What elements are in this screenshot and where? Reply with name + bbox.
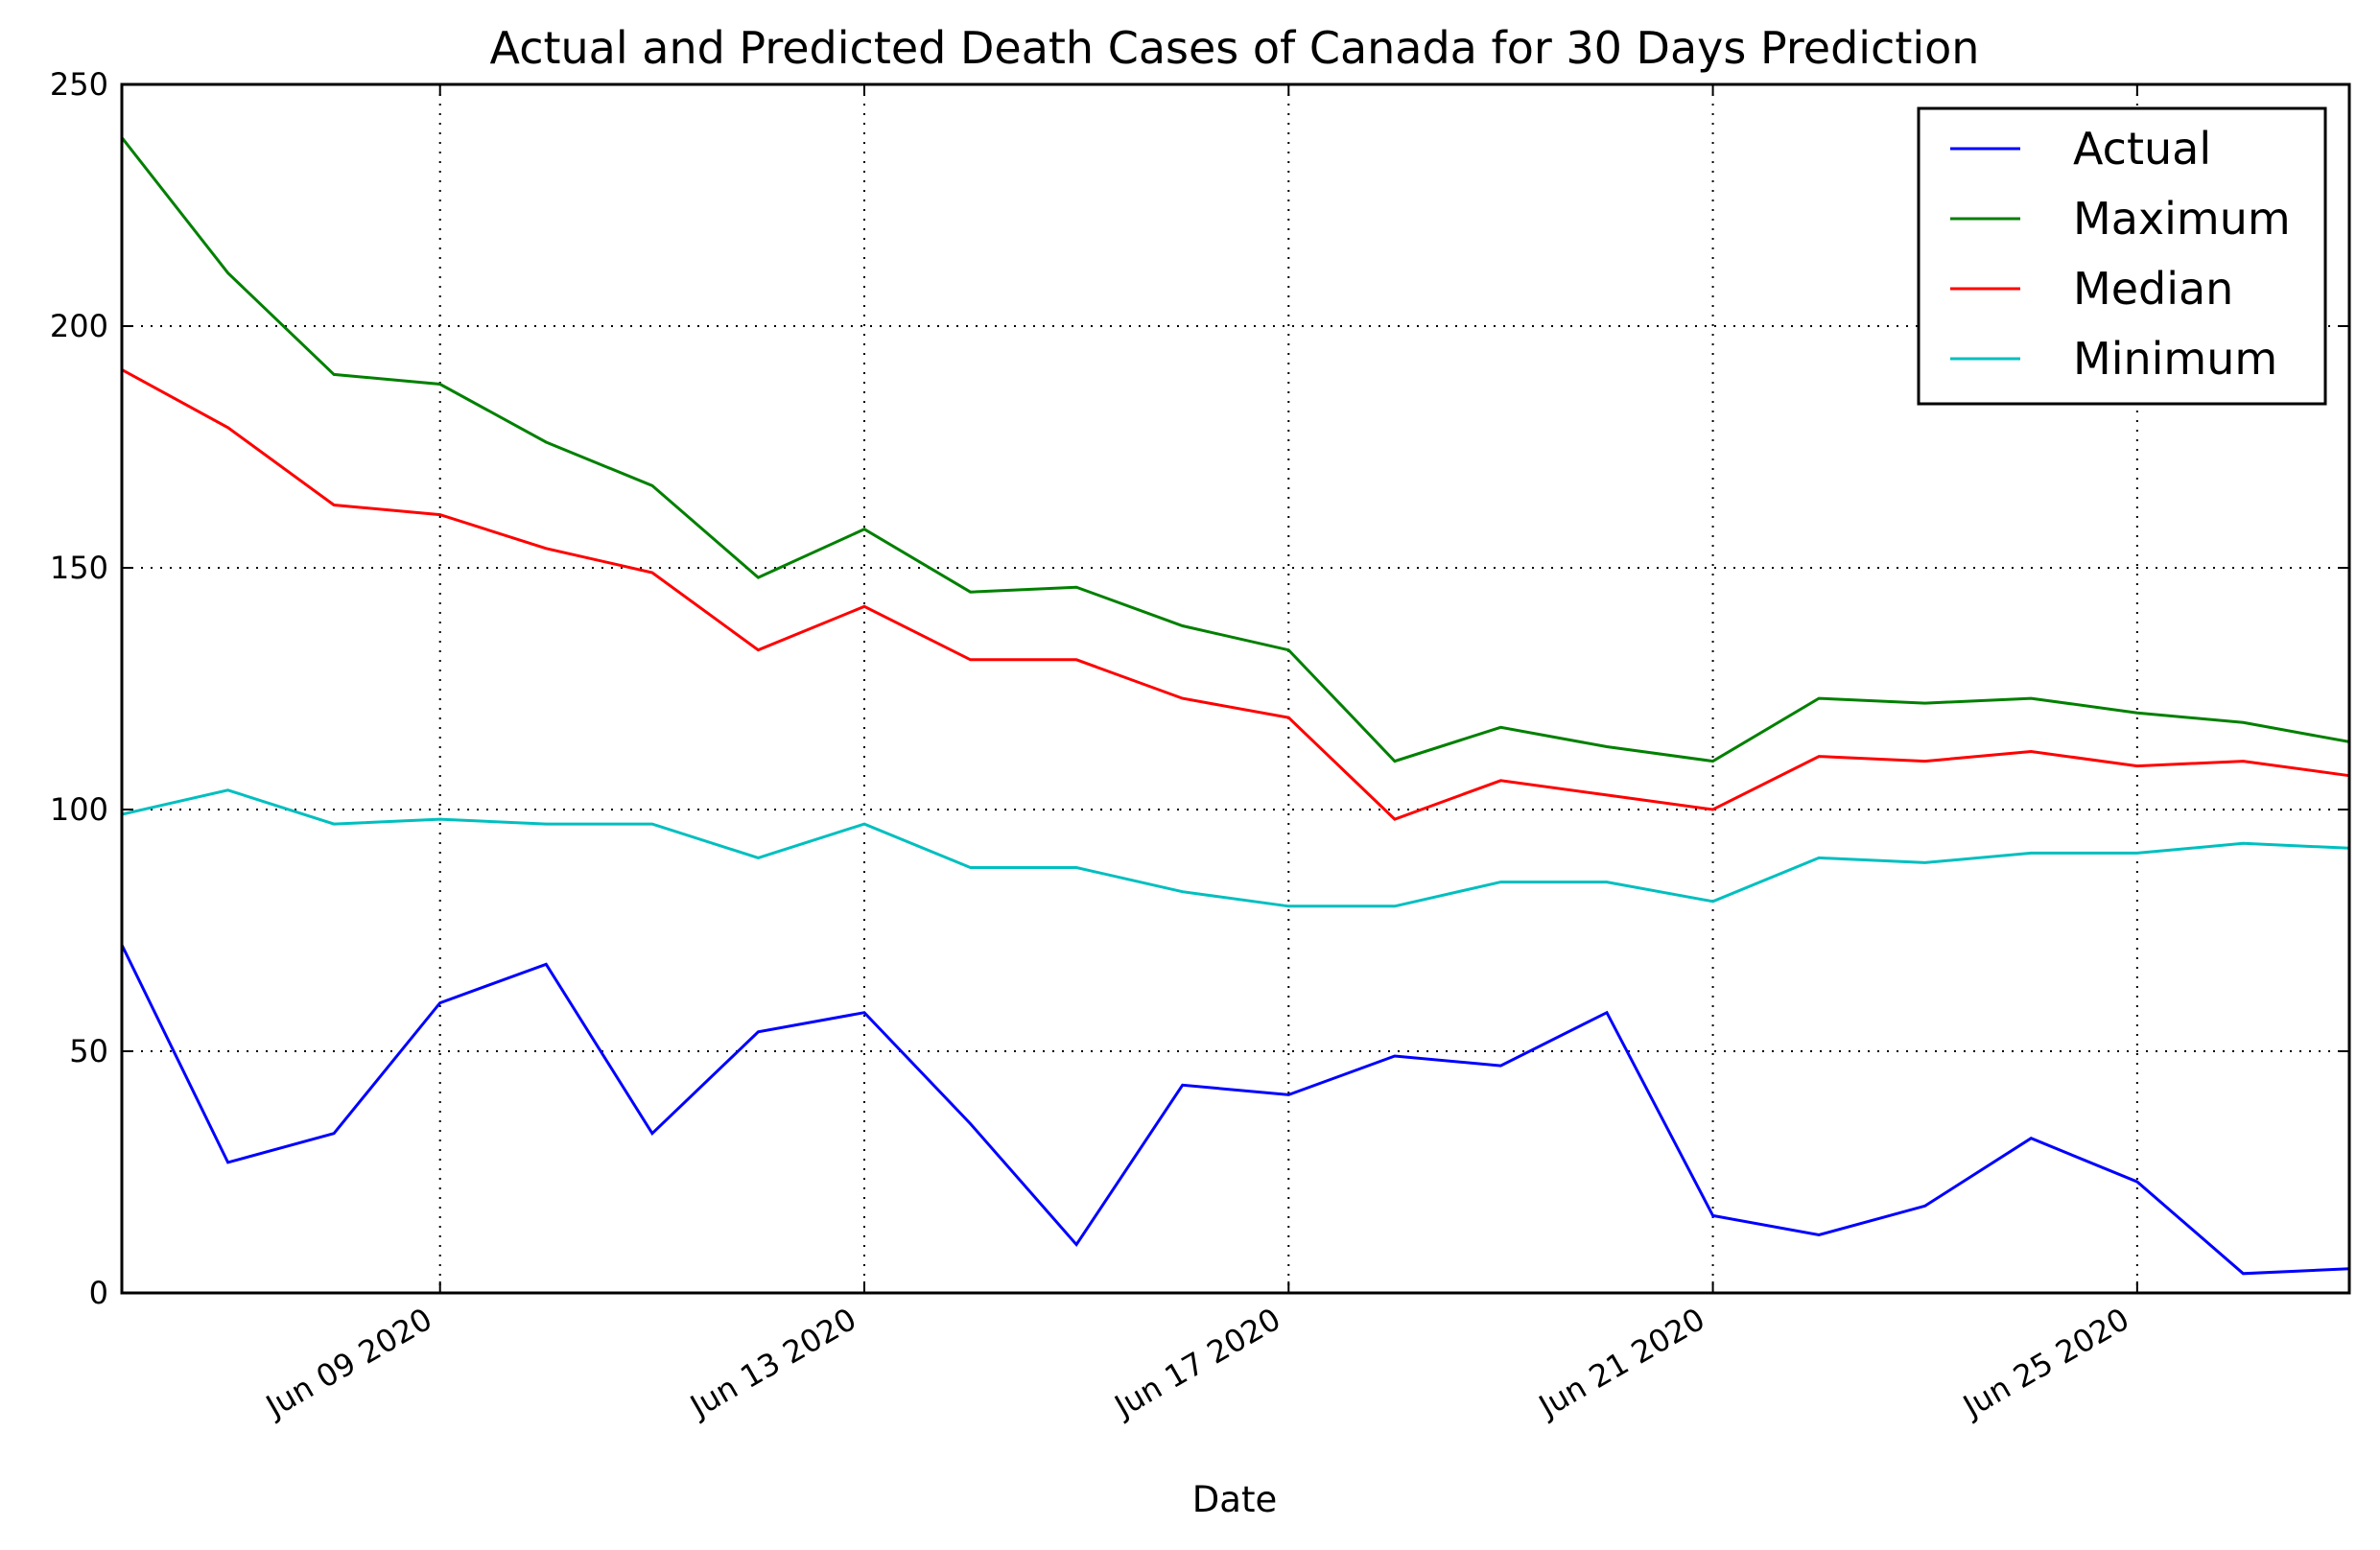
legend-box [1917,106,2327,406]
plot-frame [120,82,2351,1295]
series-lines [120,136,2350,1276]
legend-label-actual: Actual [2073,123,2211,175]
legend-label-maximum: Maximum [2073,193,2291,245]
x-tick-label: Jun 21 2020 [1531,1301,1710,1425]
series-line-minimum [121,788,2350,908]
series-line-maximum [120,136,2350,763]
y-tick-label: 100 [50,791,108,828]
chart-title: Actual and Predicted Death Cases of Cana… [490,22,1980,74]
x-tick-label: Jun 25 2020 [1955,1301,2134,1425]
legend: Actual Maximum Median Minimum [1917,106,2327,406]
y-tick-label: 0 [89,1275,108,1311]
x-axis-label: Date [1192,1479,1277,1520]
series-line-actual [120,944,2350,1276]
y-tick-label: 50 [69,1033,108,1069]
x-tick-label: Jun 09 2020 [258,1301,437,1425]
y-tick-label: 150 [50,550,108,586]
x-tick-label: Jun 13 2020 [683,1301,862,1425]
y-axis: 0 50 100 150 200 250 [50,66,2349,1311]
legend-label-median: Median [2073,263,2233,315]
y-tick-label: 250 [50,66,108,103]
series-line-median [121,368,2350,821]
x-tick-label: Jun 17 2020 [1107,1301,1286,1425]
legend-label-minimum: Minimum [2073,333,2277,385]
y-tick-label: 200 [50,308,108,344]
